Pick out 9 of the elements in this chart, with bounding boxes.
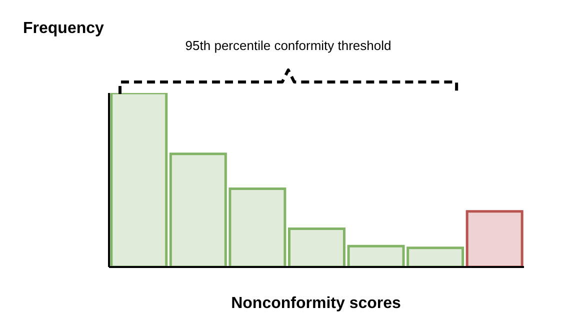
y-axis-title: Frequency [23, 20, 104, 38]
bar [406, 246, 464, 267]
text: 95th percentile conformity threshold [184, 38, 392, 53]
bar [466, 210, 524, 267]
bar [169, 152, 227, 267]
bar [228, 187, 286, 267]
bar [347, 244, 405, 267]
bar [288, 227, 346, 267]
x-axis-title: Nonconformity scores [230, 295, 402, 313]
